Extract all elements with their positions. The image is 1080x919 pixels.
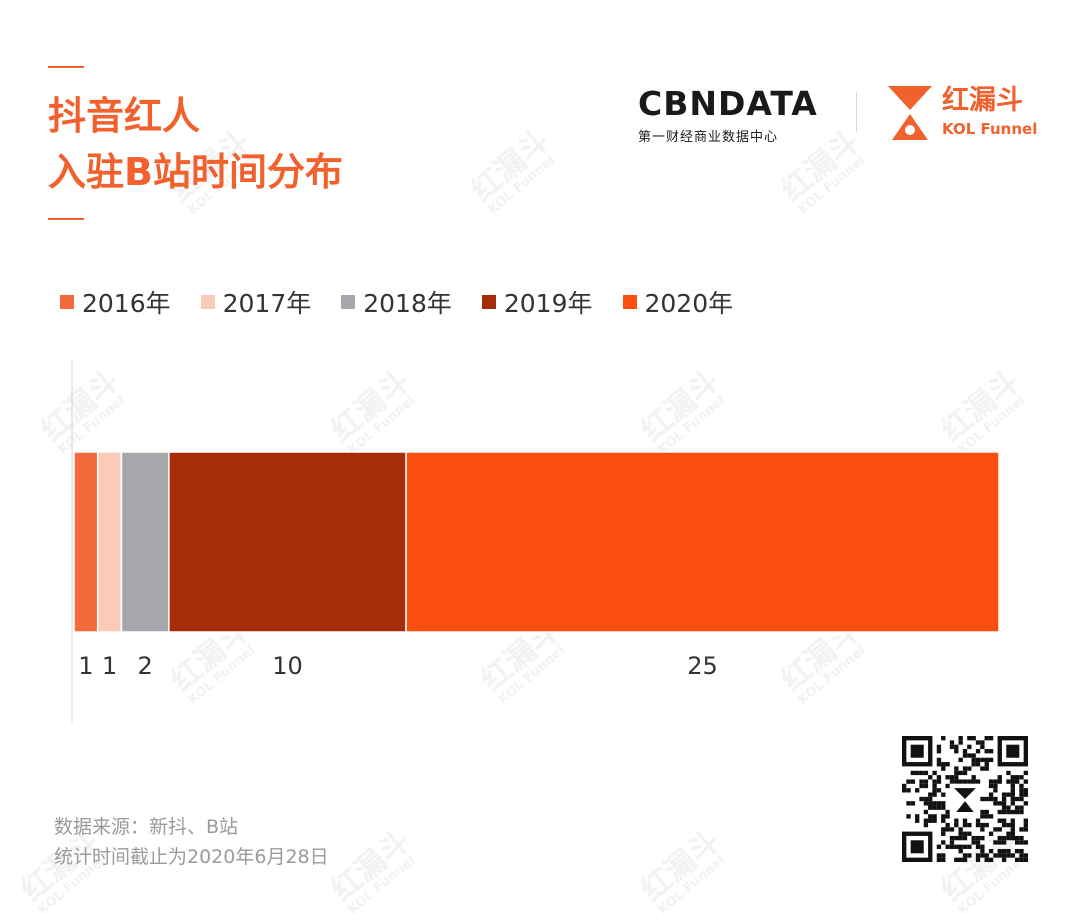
legend-item: 2019年: [481, 284, 593, 320]
data-source-note: 数据来源：新抖、B站 统计时间截止为2020年6月28日: [54, 812, 329, 872]
legend-swatch: [200, 295, 215, 309]
page-title: 抖音红人 入驻B站时间分布: [48, 88, 343, 200]
data-label: 2: [138, 652, 153, 680]
cbndata-tagline: 第一财经商业数据中心: [638, 130, 779, 145]
cbndata-logo: CBNDATA 第一财经商业数据中心: [638, 84, 822, 146]
data-label: 1: [102, 652, 117, 680]
qr-code-icon: [902, 736, 1028, 862]
watermark: 红漏斗 KOL Funnel: [464, 123, 564, 218]
source-line-2: 统计时间截止为2020年6月28日: [54, 846, 329, 868]
legend-item: 2017年: [200, 284, 312, 320]
bar-segment: [120, 451, 170, 633]
watermark-en: KOL Funnel: [655, 853, 729, 918]
watermark-en: KOL Funnel: [345, 853, 419, 918]
watermark-cn: 红漏斗: [324, 823, 417, 909]
title-rule-top: [48, 66, 84, 68]
watermark-en: KOL Funnel: [485, 153, 559, 218]
bar-segment: [168, 451, 407, 633]
title-line-2: 入驻B站时间分布: [48, 150, 343, 194]
kol-funnel-en: KOL Funnel: [942, 120, 1038, 138]
title-line-1: 抖音红人: [48, 94, 201, 138]
data-label: 1: [78, 652, 93, 680]
data-label: 10: [272, 652, 303, 680]
source-line-1: 数据来源：新抖、B站: [54, 816, 239, 838]
data-label: 25: [687, 652, 718, 680]
legend-swatch: [60, 295, 74, 309]
legend-swatch: [622, 295, 637, 309]
legend-swatch: [481, 295, 496, 309]
legend-item: 2020年: [622, 284, 734, 320]
logo-divider: [856, 92, 857, 132]
legend-label: 2018年: [363, 289, 452, 318]
bar-segment: [405, 451, 1000, 633]
watermark: 红漏斗 KOL Funnel: [324, 823, 424, 918]
legend-label: 2020年: [644, 289, 734, 318]
kol-funnel-logo: 红漏斗 KOL Funnel: [886, 84, 1046, 144]
chart-legend: 2016年 2017年 2018年 2019年 2020年: [60, 286, 763, 318]
funnel-icon: [888, 86, 932, 140]
watermark-cn: 红漏斗: [634, 823, 727, 909]
title-rule-bottom: [48, 218, 84, 220]
legend-item: 2018年: [341, 284, 452, 320]
watermark: 红漏斗 KOL Funnel: [634, 823, 734, 918]
stacked-bar-chart: 1 1 2 10 25: [71, 360, 1000, 722]
legend-label: 2016年: [82, 289, 171, 318]
watermark-en: KOL Funnel: [795, 153, 869, 218]
watermark-cn: 红漏斗: [464, 123, 557, 209]
cbndata-wordmark: CBNDATA: [638, 84, 818, 123]
bar-segment: [96, 451, 123, 633]
legend-label: 2019年: [503, 289, 593, 318]
bar-segment: [73, 451, 99, 633]
kol-funnel-cn: 红漏斗: [942, 85, 1023, 116]
legend-label: 2017年: [222, 289, 312, 318]
legend-item: 2016年: [60, 284, 171, 320]
legend-swatch: [341, 295, 356, 309]
